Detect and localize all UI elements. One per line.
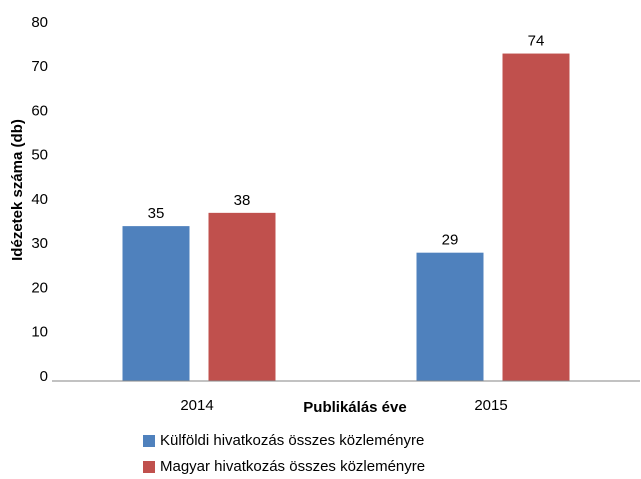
bar <box>502 53 570 382</box>
legend-swatch <box>143 435 155 447</box>
legend-label: Külföldi hivatkozás összes közleményre <box>160 432 424 449</box>
y-tick-label: 70 <box>31 58 48 75</box>
y-tick-label: 50 <box>31 147 48 164</box>
bar <box>122 226 190 381</box>
legend-swatch <box>143 461 155 473</box>
legend-label: Magyar hivatkozás összes közleményre <box>160 458 425 475</box>
y-tick-label: 20 <box>31 279 48 296</box>
data-label: 35 <box>148 205 165 222</box>
data-label: 29 <box>442 232 459 249</box>
y-tick-label: 60 <box>31 102 48 119</box>
y-tick-label: 40 <box>31 191 48 208</box>
data-label: 74 <box>528 33 545 50</box>
y-tick-label: 0 <box>40 368 48 385</box>
bar <box>416 252 484 381</box>
x-axis-label: Publikálás éve <box>303 399 406 416</box>
y-tick-label: 80 <box>31 14 48 31</box>
x-tick-label: 2015 <box>474 397 507 414</box>
y-tick-label: 30 <box>31 235 48 252</box>
data-label: 38 <box>234 192 251 209</box>
bar <box>208 212 276 381</box>
x-tick-label: 2014 <box>180 397 213 414</box>
y-axis-label: Idézetek száma (db) <box>9 119 26 261</box>
y-tick-label: 10 <box>31 324 48 341</box>
